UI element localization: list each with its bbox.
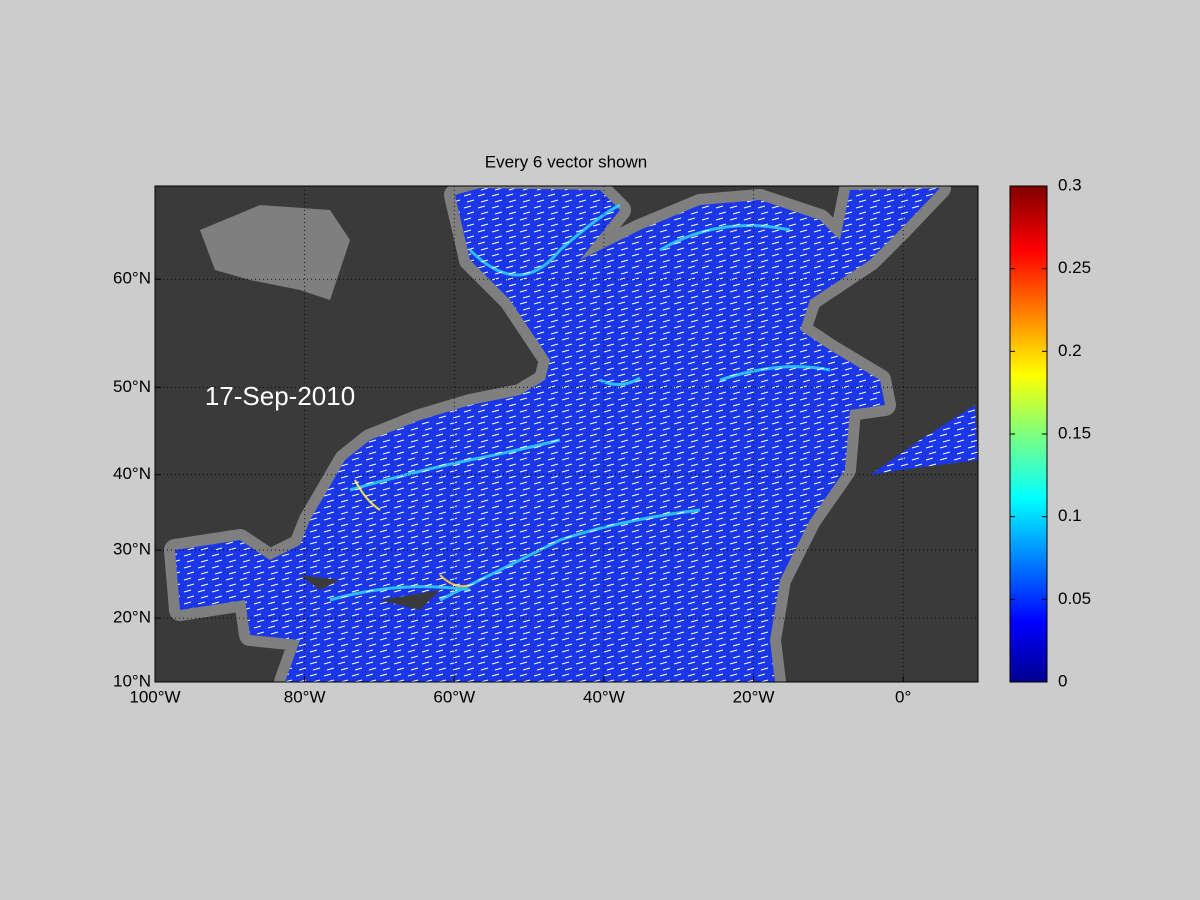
map <box>155 186 978 682</box>
x-tick-label: 60°W <box>433 687 475 706</box>
y-tick-label: 30°N <box>113 540 151 559</box>
colorbar-label: 0 <box>1058 671 1067 690</box>
y-tick-label: 50°N <box>113 377 151 396</box>
colorbar-label: 0.25 <box>1058 258 1091 277</box>
x-tick-label: 20°W <box>733 687 775 706</box>
colorbar-label: 0.3 <box>1058 175 1082 194</box>
y-tick-label: 20°N <box>113 608 151 627</box>
ocean <box>175 188 978 682</box>
colorbar-label: 0.2 <box>1058 341 1082 360</box>
date-label: 17-Sep-2010 <box>205 381 355 411</box>
x-tick-label: 100°W <box>129 687 180 706</box>
hudson-bay <box>200 205 350 300</box>
colorbar-label: 0.05 <box>1058 589 1091 608</box>
colorbar-label: 0.15 <box>1058 423 1091 442</box>
y-tick-label: 10°N <box>113 671 151 690</box>
axes-frame <box>154 185 979 683</box>
x-tick-label: 40°W <box>583 687 625 706</box>
y-tick-label: 60°N <box>113 269 151 288</box>
colorbar <box>1009 185 1048 683</box>
islands <box>300 575 440 610</box>
x-tick-label: 0° <box>895 687 911 706</box>
y-tick-label: 40°N <box>113 464 151 483</box>
x-tick-label: 80°W <box>284 687 326 706</box>
colorbar-label: 0.1 <box>1058 506 1082 525</box>
map-title: Every 6 vector shown <box>485 152 648 171</box>
